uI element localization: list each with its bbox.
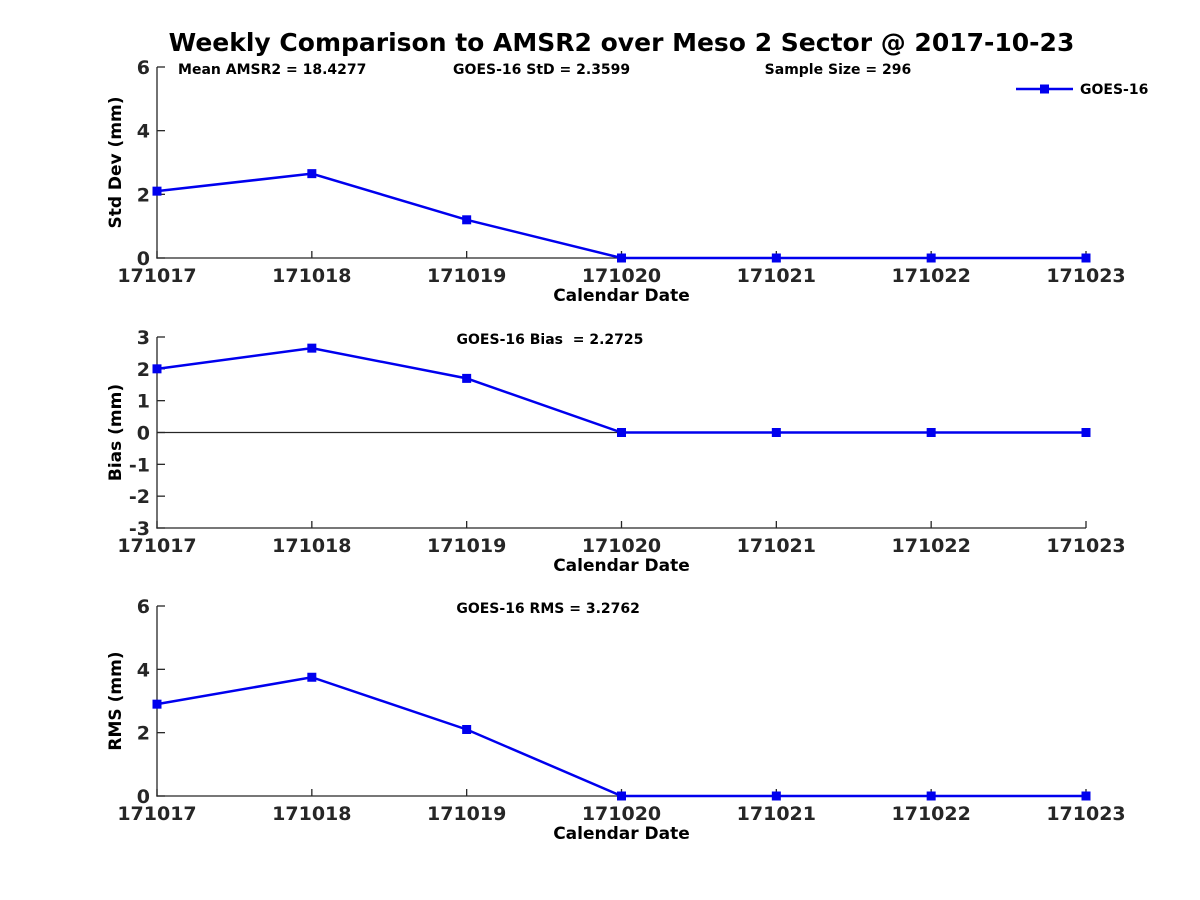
- y-tick-label: 6: [137, 596, 150, 618]
- data-point-marker: [307, 343, 317, 353]
- data-point-marker: [152, 699, 162, 709]
- y-tick-label: 3: [137, 327, 150, 349]
- data-point-marker: [617, 253, 626, 263]
- x-tick-label: 171017: [117, 803, 196, 825]
- data-point-marker: [1081, 428, 1091, 437]
- x-tick-label: 171021: [737, 535, 816, 557]
- data-point-marker: [152, 186, 162, 196]
- y-tick-label: 6: [137, 57, 150, 79]
- y-tick-label: 4: [137, 659, 150, 681]
- x-tick-label: 171020: [582, 535, 661, 557]
- annotation: GOES-16 StD = 2.3599: [453, 62, 630, 78]
- x-tick-label: 171020: [582, 265, 661, 287]
- data-point-marker: [771, 791, 781, 801]
- data-point-marker: [1081, 791, 1091, 801]
- x-tick-label: 171019: [427, 803, 506, 825]
- data-point-marker: [1081, 253, 1091, 263]
- x-tick-label: 171021: [737, 803, 816, 825]
- data-point-marker: [617, 791, 626, 801]
- x-tick-label: 171021: [737, 265, 816, 287]
- x-tick-label: 171019: [427, 265, 506, 287]
- annotation: GOES-16 Bias = 2.2725: [457, 332, 644, 348]
- y-tick-label: 1: [137, 391, 150, 413]
- data-line: [156, 675, 1086, 798]
- data-point-marker: [926, 428, 936, 437]
- x-tick-label: 171023: [1046, 535, 1125, 557]
- y-axis-label: RMS (mm): [106, 651, 126, 750]
- x-tick-label: 171017: [117, 265, 196, 287]
- x-axis-label: Calendar Date: [553, 824, 690, 844]
- data-point-marker: [462, 725, 472, 734]
- data-point-marker: [926, 791, 936, 801]
- y-tick-label: 0: [137, 248, 150, 270]
- data-point-marker: [152, 364, 162, 374]
- annotation: Mean AMSR2 = 18.4277: [178, 62, 366, 78]
- x-axis-label: Calendar Date: [553, 556, 690, 576]
- data-point-marker: [307, 169, 317, 179]
- data-point-marker: [771, 253, 781, 263]
- y-tick-label: 2: [137, 723, 150, 745]
- y-tick-label: -3: [129, 518, 150, 540]
- x-tick-label: 171018: [272, 803, 351, 825]
- x-tick-label: 171022: [892, 803, 971, 825]
- x-tick-label: 171023: [1046, 803, 1125, 825]
- data-line: [156, 172, 1086, 260]
- y-tick-label: 0: [137, 423, 150, 445]
- y-tick-label: 4: [137, 121, 150, 143]
- y-tick-label: 2: [137, 359, 150, 381]
- data-point-marker: [462, 215, 472, 225]
- y-tick-label: -1: [129, 454, 150, 476]
- y-tick-label: 0: [137, 786, 150, 808]
- subplot-rms: 0 2 4 6 171017 171018 171019 171020 171021 171022…: [106, 596, 1126, 844]
- x-tick-label: 171022: [892, 265, 971, 287]
- y-axis-label: Std Dev (mm): [106, 96, 126, 228]
- legend-label: GOES-16: [1080, 82, 1148, 98]
- y-tick-label: -2: [129, 486, 150, 508]
- data-point-marker: [617, 428, 626, 437]
- annotation: Sample Size = 296: [765, 62, 912, 78]
- x-tick-label: 171023: [1046, 265, 1125, 287]
- x-tick-label: 171022: [892, 535, 971, 557]
- x-tick-label: 171019: [427, 535, 506, 557]
- figure-title: Weekly Comparison to AMSR2 over Meso 2 S…: [168, 28, 1075, 57]
- data-point-marker: [771, 428, 781, 437]
- x-tick-label: 171018: [272, 265, 351, 287]
- data-point-marker: [926, 253, 936, 263]
- x-tick-label: 171017: [117, 535, 196, 557]
- legend-marker: [1040, 84, 1049, 94]
- annotation: GOES-16 RMS = 3.2762: [456, 601, 640, 617]
- data-point-marker: [462, 373, 472, 383]
- x-tick-label: 171020: [582, 803, 661, 825]
- x-axis-label: Calendar Date: [553, 286, 690, 306]
- data-point-marker: [307, 672, 317, 682]
- y-tick-label: 2: [137, 184, 150, 206]
- subplot-std-dev: 0 2 4 6 171017 171018 171019 171020 171021 171022…: [106, 57, 1148, 306]
- x-tick-label: 171018: [272, 535, 351, 557]
- y-axis-label: Bias (mm): [106, 384, 126, 481]
- data-line: [156, 346, 1086, 434]
